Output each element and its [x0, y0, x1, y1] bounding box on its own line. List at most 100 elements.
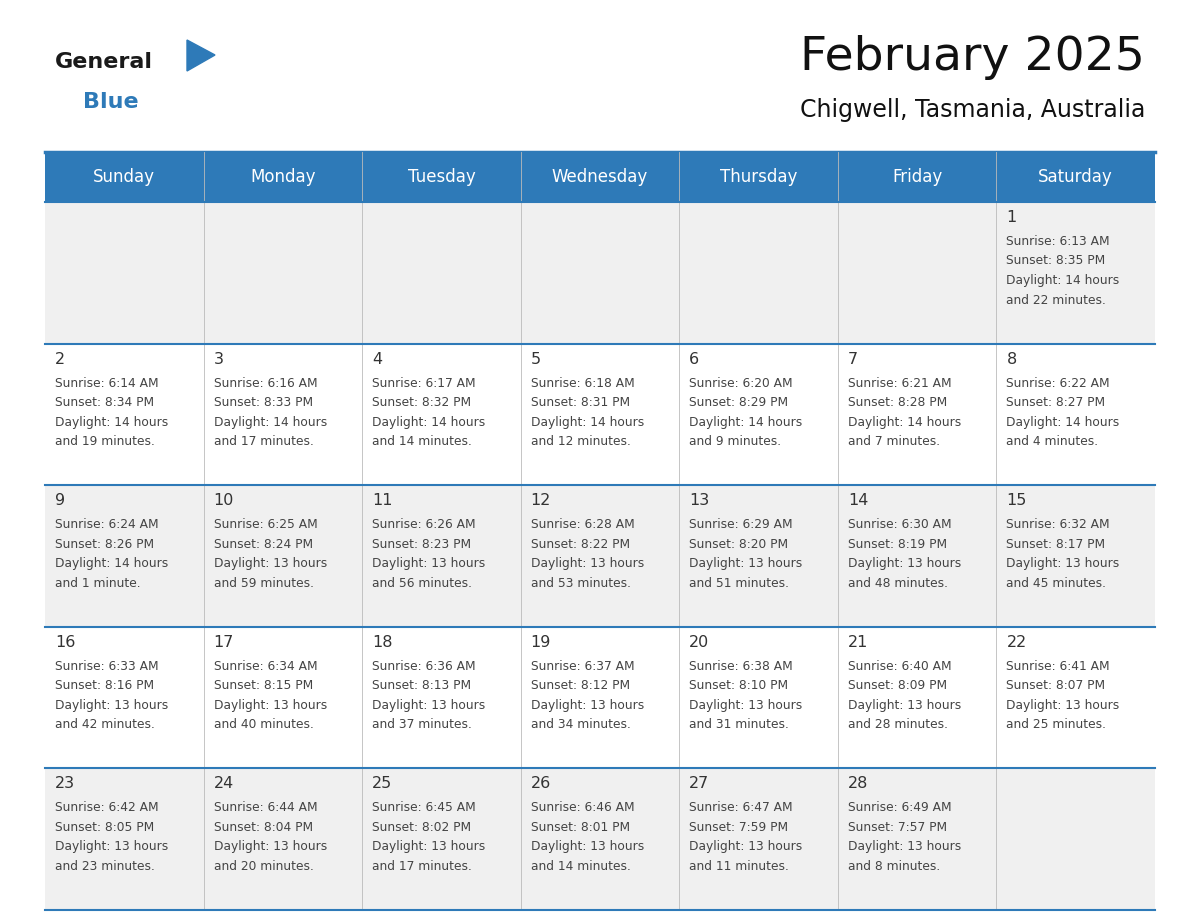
Text: Daylight: 13 hours: Daylight: 13 hours	[848, 699, 961, 711]
Text: Sunset: 8:24 PM: Sunset: 8:24 PM	[214, 538, 312, 551]
Text: 13: 13	[689, 493, 709, 509]
Text: Daylight: 14 hours: Daylight: 14 hours	[689, 416, 803, 429]
Text: Sunset: 8:07 PM: Sunset: 8:07 PM	[1006, 679, 1106, 692]
Text: and 17 minutes.: and 17 minutes.	[372, 860, 472, 873]
Bar	[45, 768, 1155, 910]
Text: Sunset: 8:35 PM: Sunset: 8:35 PM	[1006, 254, 1106, 267]
Text: Daylight: 13 hours: Daylight: 13 hours	[531, 699, 644, 711]
Text: and 28 minutes.: and 28 minutes.	[848, 718, 948, 732]
Text: Sunset: 8:05 PM: Sunset: 8:05 PM	[55, 821, 154, 834]
Text: Daylight: 13 hours: Daylight: 13 hours	[689, 699, 803, 711]
Text: 23: 23	[55, 777, 75, 791]
Text: and 11 minutes.: and 11 minutes.	[689, 860, 789, 873]
Text: Daylight: 13 hours: Daylight: 13 hours	[848, 840, 961, 854]
Text: Daylight: 14 hours: Daylight: 14 hours	[372, 416, 486, 429]
Text: Wednesday: Wednesday	[552, 168, 649, 186]
Text: and 19 minutes.: and 19 minutes.	[55, 435, 154, 448]
Text: Sunrise: 6:22 AM: Sunrise: 6:22 AM	[1006, 376, 1110, 389]
Text: 19: 19	[531, 635, 551, 650]
Text: 18: 18	[372, 635, 393, 650]
Text: Daylight: 13 hours: Daylight: 13 hours	[848, 557, 961, 570]
Text: and 14 minutes.: and 14 minutes.	[531, 860, 631, 873]
Text: Daylight: 14 hours: Daylight: 14 hours	[55, 557, 169, 570]
Text: 20: 20	[689, 635, 709, 650]
Text: Saturday: Saturday	[1038, 168, 1113, 186]
Text: 14: 14	[848, 493, 868, 509]
Bar	[45, 152, 1155, 202]
Text: and 56 minutes.: and 56 minutes.	[372, 577, 472, 589]
Text: Sunset: 8:12 PM: Sunset: 8:12 PM	[531, 679, 630, 692]
Text: 15: 15	[1006, 493, 1026, 509]
Text: Sunrise: 6:25 AM: Sunrise: 6:25 AM	[214, 518, 317, 532]
Text: Sunrise: 6:41 AM: Sunrise: 6:41 AM	[1006, 660, 1110, 673]
Text: Sunrise: 6:18 AM: Sunrise: 6:18 AM	[531, 376, 634, 389]
Text: and 1 minute.: and 1 minute.	[55, 577, 140, 589]
Text: Sunset: 8:16 PM: Sunset: 8:16 PM	[55, 679, 154, 692]
Text: February 2025: February 2025	[801, 36, 1145, 81]
Text: and 37 minutes.: and 37 minutes.	[372, 718, 472, 732]
Text: Sunset: 8:34 PM: Sunset: 8:34 PM	[55, 396, 154, 409]
Text: Chigwell, Tasmania, Australia: Chigwell, Tasmania, Australia	[800, 98, 1145, 122]
Text: and 51 minutes.: and 51 minutes.	[689, 577, 789, 589]
Text: Sunrise: 6:44 AM: Sunrise: 6:44 AM	[214, 801, 317, 814]
Text: Sunrise: 6:14 AM: Sunrise: 6:14 AM	[55, 376, 159, 389]
Text: and 42 minutes.: and 42 minutes.	[55, 718, 154, 732]
Text: 27: 27	[689, 777, 709, 791]
Text: Sunrise: 6:30 AM: Sunrise: 6:30 AM	[848, 518, 952, 532]
Text: 10: 10	[214, 493, 234, 509]
Text: 1: 1	[1006, 210, 1017, 225]
Text: Sunset: 8:23 PM: Sunset: 8:23 PM	[372, 538, 472, 551]
Text: Sunset: 8:22 PM: Sunset: 8:22 PM	[531, 538, 630, 551]
Text: Sunset: 8:01 PM: Sunset: 8:01 PM	[531, 821, 630, 834]
Text: and 53 minutes.: and 53 minutes.	[531, 577, 631, 589]
Text: Monday: Monday	[251, 168, 316, 186]
Text: Friday: Friday	[892, 168, 942, 186]
Text: Daylight: 13 hours: Daylight: 13 hours	[531, 840, 644, 854]
Text: Sunset: 8:32 PM: Sunset: 8:32 PM	[372, 396, 472, 409]
Text: Sunset: 8:33 PM: Sunset: 8:33 PM	[214, 396, 312, 409]
Text: and 48 minutes.: and 48 minutes.	[848, 577, 948, 589]
Text: Sunrise: 6:34 AM: Sunrise: 6:34 AM	[214, 660, 317, 673]
Text: 8: 8	[1006, 352, 1017, 366]
Text: 11: 11	[372, 493, 393, 509]
Text: Blue: Blue	[83, 92, 139, 112]
Text: 6: 6	[689, 352, 700, 366]
Text: Sunrise: 6:20 AM: Sunrise: 6:20 AM	[689, 376, 792, 389]
Text: and 14 minutes.: and 14 minutes.	[372, 435, 472, 448]
Text: and 12 minutes.: and 12 minutes.	[531, 435, 631, 448]
Text: Sunset: 8:29 PM: Sunset: 8:29 PM	[689, 396, 789, 409]
Text: Daylight: 13 hours: Daylight: 13 hours	[689, 840, 803, 854]
Text: Tuesday: Tuesday	[407, 168, 475, 186]
Text: Thursday: Thursday	[720, 168, 797, 186]
Text: Daylight: 13 hours: Daylight: 13 hours	[214, 699, 327, 711]
Text: Sunset: 8:10 PM: Sunset: 8:10 PM	[689, 679, 789, 692]
Text: Sunrise: 6:13 AM: Sunrise: 6:13 AM	[1006, 235, 1110, 248]
Text: and 9 minutes.: and 9 minutes.	[689, 435, 782, 448]
Text: Sunrise: 6:36 AM: Sunrise: 6:36 AM	[372, 660, 475, 673]
Polygon shape	[187, 40, 215, 71]
Text: 12: 12	[531, 493, 551, 509]
Text: Daylight: 14 hours: Daylight: 14 hours	[1006, 416, 1119, 429]
Text: and 34 minutes.: and 34 minutes.	[531, 718, 631, 732]
Text: Daylight: 14 hours: Daylight: 14 hours	[848, 416, 961, 429]
Text: Daylight: 13 hours: Daylight: 13 hours	[372, 840, 486, 854]
Text: 2: 2	[55, 352, 65, 366]
Bar	[45, 627, 1155, 768]
Text: Sunset: 8:13 PM: Sunset: 8:13 PM	[372, 679, 472, 692]
Text: Sunrise: 6:26 AM: Sunrise: 6:26 AM	[372, 518, 475, 532]
Text: and 17 minutes.: and 17 minutes.	[214, 435, 314, 448]
Text: Daylight: 13 hours: Daylight: 13 hours	[372, 699, 486, 711]
Text: Sunrise: 6:17 AM: Sunrise: 6:17 AM	[372, 376, 475, 389]
Text: Daylight: 14 hours: Daylight: 14 hours	[214, 416, 327, 429]
Text: 4: 4	[372, 352, 383, 366]
Text: Daylight: 13 hours: Daylight: 13 hours	[1006, 557, 1119, 570]
Text: Sunrise: 6:28 AM: Sunrise: 6:28 AM	[531, 518, 634, 532]
Text: Sunrise: 6:32 AM: Sunrise: 6:32 AM	[1006, 518, 1110, 532]
Text: General: General	[55, 52, 153, 72]
Text: and 31 minutes.: and 31 minutes.	[689, 718, 789, 732]
Text: 25: 25	[372, 777, 392, 791]
Text: Daylight: 14 hours: Daylight: 14 hours	[1006, 274, 1119, 287]
Text: 21: 21	[848, 635, 868, 650]
Text: Sunrise: 6:29 AM: Sunrise: 6:29 AM	[689, 518, 792, 532]
Text: Sunset: 7:57 PM: Sunset: 7:57 PM	[848, 821, 947, 834]
